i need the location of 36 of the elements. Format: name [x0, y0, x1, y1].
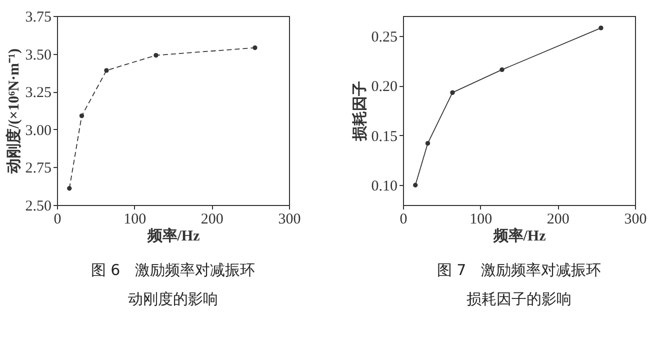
point: [450, 90, 455, 95]
point: [104, 68, 109, 73]
y-axis-title: 损耗因子: [351, 81, 368, 142]
x-tick-label: 100: [124, 212, 146, 228]
x-tick-label: 300: [278, 212, 301, 228]
y-axis-title: 动刚度/(×10⁶N·m⁻¹): [4, 48, 22, 175]
point: [154, 52, 158, 58]
y-tick-label: 3.75: [25, 10, 52, 26]
text: 损耗因子的影响: [466, 290, 572, 308]
x-tick-label: 200: [546, 212, 570, 228]
point: [79, 113, 84, 118]
x-axis-title: 频率/Hz: [146, 226, 200, 244]
x-axis-title: 频率/Hz: [492, 226, 546, 244]
point: [67, 186, 72, 191]
x-tick-label: 300: [624, 212, 647, 228]
y-tick-label: 2.50: [25, 198, 52, 214]
point: [413, 182, 418, 188]
y-tick-label: 0.20: [371, 79, 398, 96]
point: [500, 67, 504, 72]
y-tick-label: 0.25: [371, 29, 398, 46]
y-tick-label: 0.15: [371, 128, 398, 145]
text: 图 6 激励频率对减振环: [90, 261, 256, 279]
x-tick-label: 200: [200, 212, 224, 228]
x-tick-label: 0: [54, 212, 62, 228]
x-tick-label: 0: [400, 212, 408, 228]
y-tick-label: 3.50: [25, 47, 52, 64]
point: [252, 45, 258, 50]
point: [598, 26, 604, 30]
x-tick-label: 100: [470, 212, 492, 228]
y-tick-label: 3.00: [25, 122, 52, 139]
y-tick-label: 2.75: [25, 160, 52, 177]
point: [425, 140, 430, 146]
y-tick-label: 0.10: [371, 178, 398, 195]
text: 动刚度的影响: [128, 290, 218, 308]
y-tick-label: 3.25: [25, 85, 52, 102]
text: 图 7 激励频率对减振环: [436, 261, 602, 279]
